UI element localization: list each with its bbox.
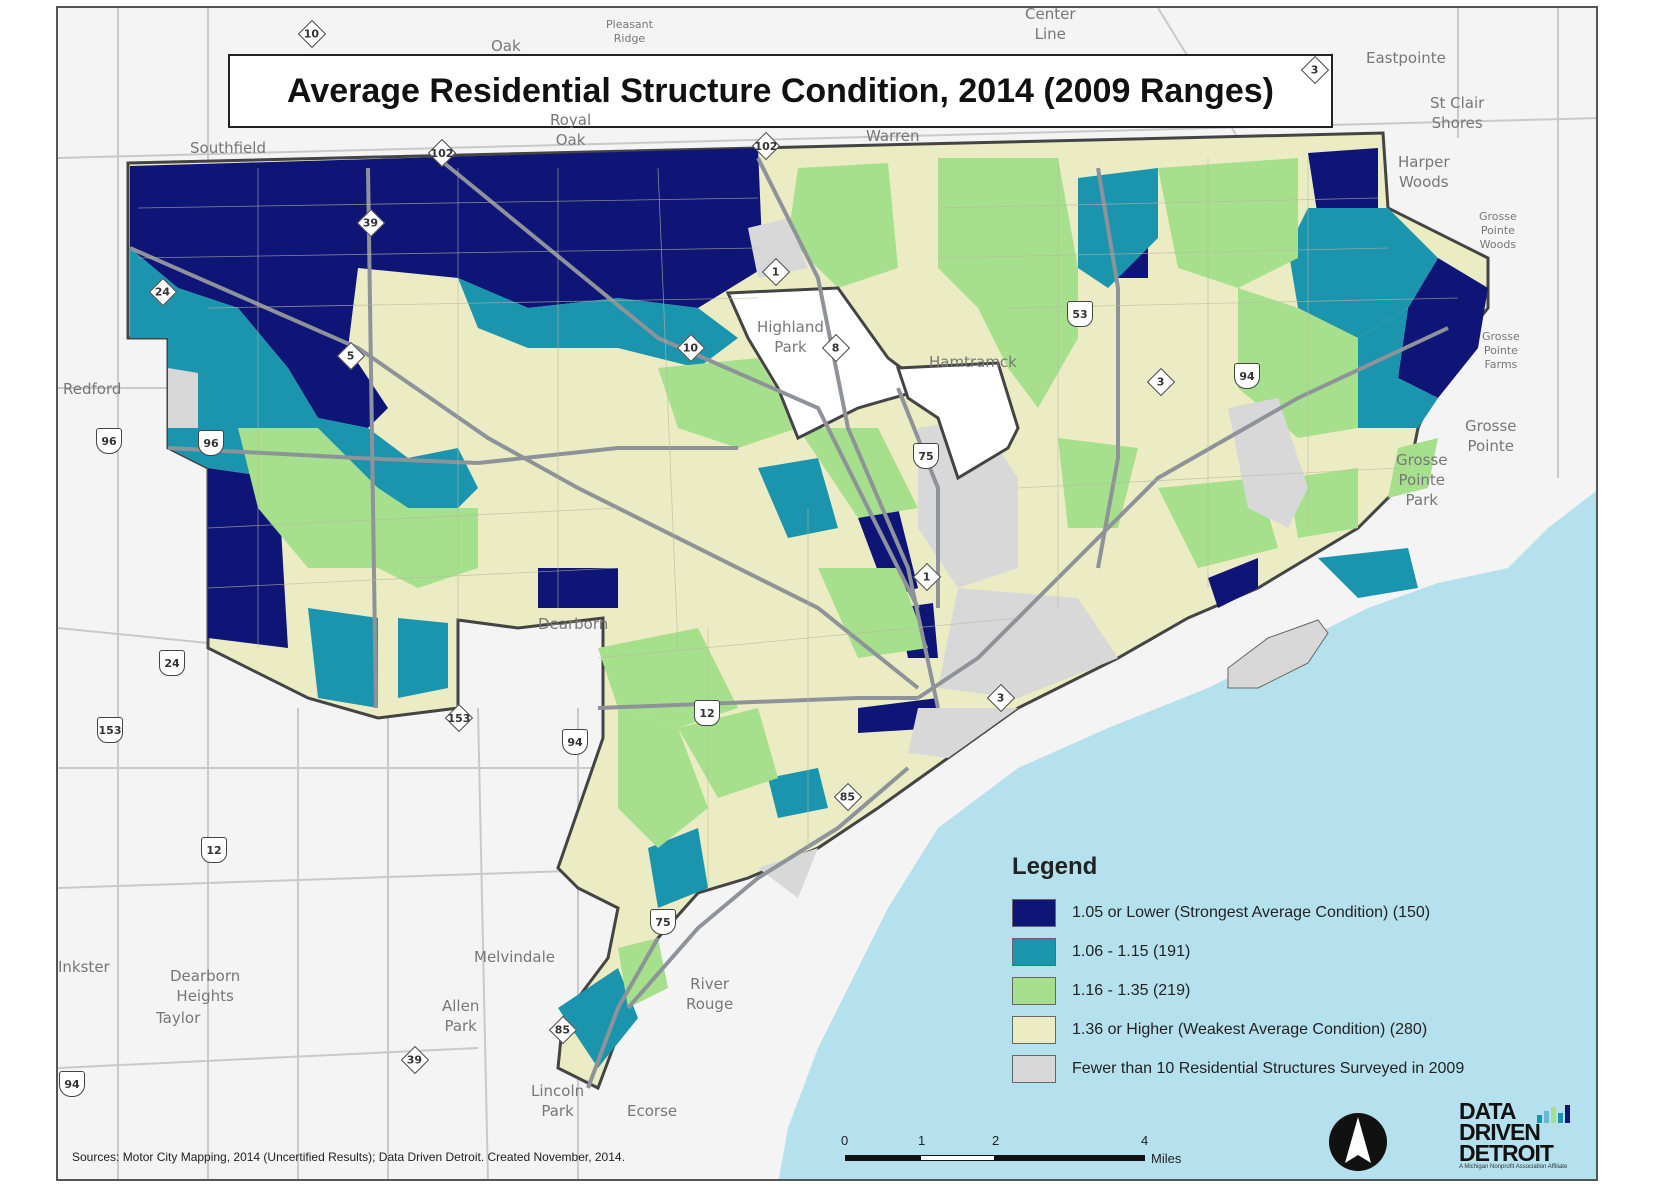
sources-text: Sources: Motor City Mapping, 2014 (Uncer… [72,1150,625,1164]
place-inkster: Inkster [58,958,110,976]
belle-isle [1227,619,1329,689]
route-shield-icon: 94 [59,1071,85,1097]
tract-lines [137,158,1459,888]
legend-label: 1.05 or Lower (Strongest Average Conditi… [1072,903,1431,921]
place-grosse-pointe-park: Grosse Pointe Park [1396,451,1448,509]
scale-tick-label: 0 [841,1133,849,1148]
legend-item: 1.16 - 1.35 (219) [1012,971,1532,1010]
route-shield-icon: 12 [201,837,227,863]
logo-line-1: DATA [1459,1098,1516,1124]
route-shield-icon: 94 [1234,363,1260,389]
legend-swatch [1012,937,1056,966]
place-melvindale: Melvindale [474,948,555,966]
scale-unit: Miles [1151,1151,1182,1166]
legend-swatch [1012,1054,1056,1083]
route-shield-icon: 53 [1067,301,1093,327]
logo-bars-icon [1537,1103,1570,1123]
route-shield-icon: 96 [96,428,122,454]
place-center-line: Center Line [1025,5,1076,43]
scale-tick-label: 1 [918,1133,926,1148]
hamtramck [895,361,1020,481]
place-hamtramck: Hamtramck [929,353,1017,371]
route-shield-icon: 75 [913,443,939,469]
highland-park [725,286,932,441]
scale-tick-label: 2 [992,1133,1000,1148]
detroit-river [778,491,1596,1179]
freeways [129,156,1449,1089]
legend-item: Fewer than 10 Residential Structures Sur… [1012,1049,1532,1088]
logo-line-3: DETROIT [1459,1140,1554,1166]
place-allen-park: Allen Park [442,997,480,1035]
legend-label: 1.36 or Higher (Weakest Average Conditio… [1072,1020,1428,1038]
scale-segment [845,1155,920,1161]
place-st-clair-shores: St Clair Shores [1430,94,1485,132]
class-3-tracts [238,158,1438,1008]
data-driven-detroit-logo: DATA DRIVEN DETROIT A Michigan Nonprofit… [1459,1098,1595,1171]
place-grosse-pointe: Grosse Pointe [1465,417,1517,455]
route-shield-icon: 75 [650,909,676,935]
place-oak: Oak [491,37,521,55]
place-warren: Warren [866,127,920,145]
scale-segment [995,1155,1145,1161]
class-1-tracts [130,148,1488,733]
logo-tagline: A Michigan Nonprofit Association Affilia… [1459,1164,1568,1170]
legend-swatch [1012,898,1056,927]
place-dearborn: Dearborn [538,615,609,633]
map-title-box: Average Residential Structure Condition,… [228,54,1333,128]
place-lincoln-park: Lincoln Park [531,1082,585,1120]
place-southfield: Southfield [190,139,266,157]
route-shield-icon: 96 [198,430,224,456]
class-nodata-tracts [168,218,1308,898]
scale-bar: 0 1 2 4 Miles [841,1133,1181,1173]
place-highland-park: Highland Park [757,318,824,356]
legend-item: 1.05 or Lower (Strongest Average Conditi… [1012,893,1532,932]
map-canvas [58,8,1596,1179]
scale-segment [920,1155,995,1161]
place-taylor: Taylor [156,1009,201,1027]
legend-item: 1.36 or Higher (Weakest Average Conditio… [1012,1010,1532,1049]
legend-title: Legend [1012,853,1098,880]
route-shield-icon: 153 [97,717,123,743]
place-redford: Redford [63,380,122,398]
place-ecorse: Ecorse [627,1102,678,1120]
place-grosse-pointe-woods: Grosse Pointe Woods [1479,210,1517,251]
place-pleasant-ridge: Pleasant Ridge [606,18,653,45]
place-river-rouge: River Rouge [686,975,734,1013]
place-harper-woods: Harper Woods [1398,153,1450,191]
map-title: Average Residential Structure Condition,… [287,71,1274,110]
route-shield-icon: 24 [159,650,185,676]
legend-label: 1.16 - 1.35 (219) [1072,981,1191,999]
place-eastpointe: Eastpointe [1366,49,1446,67]
legend-label: Fewer than 10 Residential Structures Sur… [1072,1059,1465,1077]
north-arrow-icon [1327,1111,1389,1173]
logo-line-2: DRIVEN [1459,1119,1541,1145]
legend-swatch [1012,976,1056,1005]
legend-item: 1.06 - 1.15 (191) [1012,932,1532,971]
legend-label: 1.06 - 1.15 (191) [1072,942,1191,960]
legend: Legend 1.05 or Lower (Strongest Average … [1012,853,1532,1088]
route-shield-icon: 12 [694,700,720,726]
place-grosse-pointe-farms: Grosse Pointe Farms [1482,330,1520,371]
legend-swatch [1012,1015,1056,1044]
map-frame [56,6,1598,1181]
place-dearborn-heights: Dearborn Heights [170,967,241,1005]
scale-tick-label: 4 [1141,1133,1149,1148]
route-shield-icon: 94 [562,729,588,755]
place-royal-oak: Royal Oak [550,111,592,149]
